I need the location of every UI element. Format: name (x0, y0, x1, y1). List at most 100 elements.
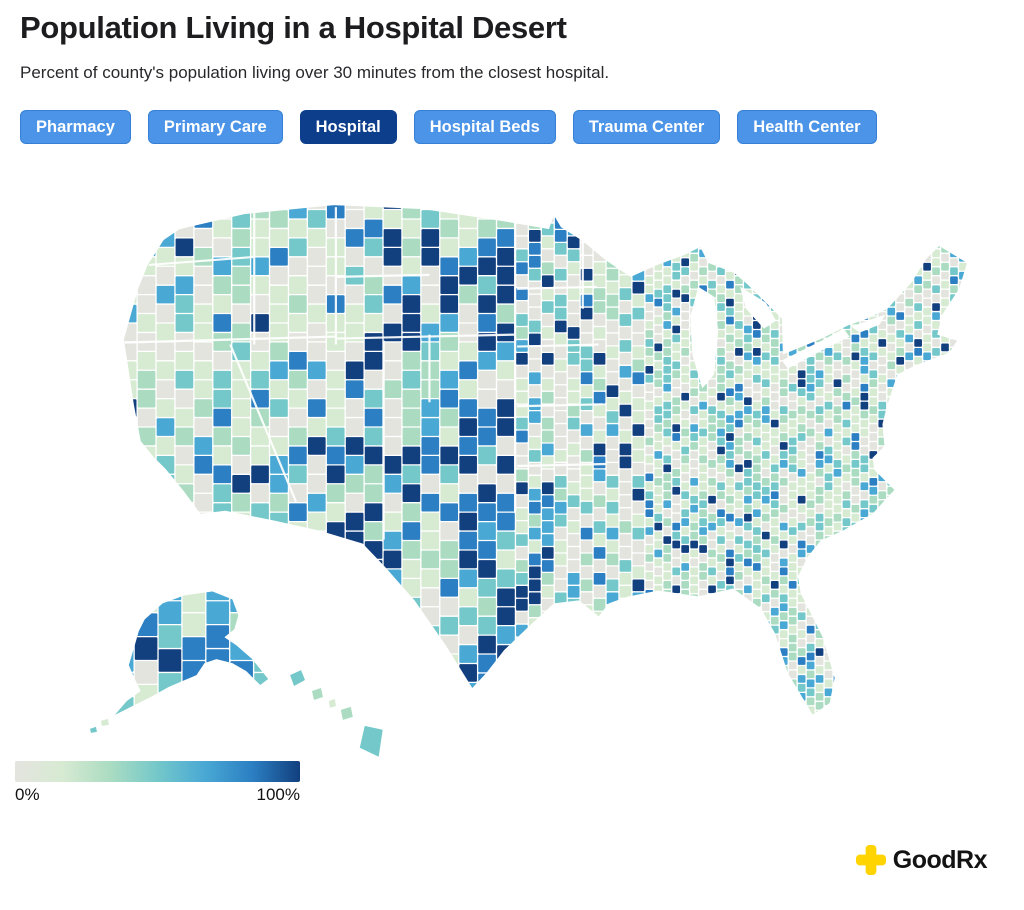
county-cell[interactable] (770, 580, 779, 589)
county-cell[interactable] (175, 314, 194, 332)
county-cell[interactable] (402, 560, 421, 578)
county-cell[interactable] (663, 222, 672, 231)
county-cell[interactable] (137, 389, 156, 408)
county-cell[interactable] (645, 401, 654, 410)
county-cell[interactable] (941, 468, 949, 477)
county-cell[interactable] (459, 550, 477, 569)
county-cell[interactable] (690, 522, 698, 531)
county-cell[interactable] (761, 451, 770, 459)
county-cell[interactable] (869, 630, 878, 638)
county-cell[interactable] (797, 370, 806, 379)
county-cell[interactable] (137, 427, 156, 446)
county-cell[interactable] (878, 455, 887, 464)
county-cell[interactable] (761, 271, 770, 280)
county-cell[interactable] (708, 710, 716, 719)
county-cell[interactable] (654, 710, 663, 719)
county-cell[interactable] (735, 410, 743, 419)
county-cell[interactable] (797, 585, 806, 594)
county-cell[interactable] (815, 325, 824, 334)
county-cell[interactable] (770, 661, 779, 670)
county-cell[interactable] (941, 594, 949, 603)
county-cell[interactable] (681, 536, 690, 544)
county-cell[interactable] (950, 527, 958, 535)
county-cell[interactable] (119, 229, 137, 247)
county-cell[interactable] (632, 475, 645, 488)
county-cell[interactable] (654, 648, 663, 656)
county-cell[interactable] (89, 726, 97, 733)
county-cell[interactable] (194, 380, 213, 399)
county-cell[interactable] (529, 722, 541, 734)
county-cell[interactable] (308, 342, 326, 361)
county-cell[interactable] (842, 679, 851, 688)
county-cell[interactable] (878, 473, 887, 482)
county-cell[interactable] (251, 352, 269, 370)
county-cell[interactable] (717, 580, 725, 589)
county-cell[interactable] (860, 652, 869, 661)
county-cell[interactable] (797, 630, 806, 638)
county-cell[interactable] (932, 563, 940, 571)
county-cell[interactable] (516, 288, 528, 300)
county-cell[interactable] (345, 550, 364, 569)
county-cell[interactable] (421, 664, 440, 682)
county-cell[interactable] (959, 253, 967, 262)
county-cell[interactable] (851, 218, 860, 226)
county-cell[interactable] (932, 670, 940, 679)
county-cell[interactable] (770, 401, 779, 410)
county-cell[interactable] (251, 579, 269, 597)
county-cell[interactable] (878, 330, 887, 338)
county-cell[interactable] (851, 200, 860, 208)
county-cell[interactable] (580, 501, 593, 514)
county-cell[interactable] (923, 576, 931, 585)
county-cell[interactable] (672, 325, 681, 334)
county-cell[interactable] (869, 253, 878, 262)
county-cell[interactable] (860, 205, 869, 213)
county-cell[interactable] (788, 383, 797, 392)
county-cell[interactable] (950, 643, 958, 652)
county-cell[interactable] (735, 401, 743, 410)
county-cell[interactable] (554, 385, 567, 398)
county-cell[interactable] (270, 701, 288, 720)
county-cell[interactable] (753, 688, 761, 697)
county-cell[interactable] (158, 696, 182, 720)
county-cell[interactable] (593, 573, 606, 585)
county-cell[interactable] (699, 437, 707, 446)
county-cell[interactable] (645, 572, 654, 580)
county-cell[interactable] (950, 518, 958, 526)
county-cell[interactable] (645, 321, 654, 329)
county-cell[interactable] (770, 410, 779, 419)
county-cell[interactable] (735, 661, 743, 670)
county-cell[interactable] (788, 276, 797, 285)
county-cell[interactable] (842, 634, 851, 643)
county-cell[interactable] (914, 643, 922, 652)
county-cell[interactable] (672, 334, 681, 343)
county-cell[interactable] (580, 424, 593, 436)
county-cell[interactable] (914, 348, 922, 356)
county-cell[interactable] (797, 612, 806, 621)
county-cell[interactable] (158, 578, 182, 601)
county-cell[interactable] (842, 428, 851, 437)
county-cell[interactable] (119, 550, 137, 569)
county-cell[interactable] (580, 683, 593, 695)
county-cell[interactable] (941, 701, 949, 710)
county-cell[interactable] (717, 437, 725, 446)
county-cell[interactable] (770, 428, 779, 437)
county-cell[interactable] (896, 509, 905, 517)
county-cell[interactable] (887, 316, 896, 325)
county-cell[interactable] (887, 576, 896, 585)
county-cell[interactable] (851, 666, 860, 674)
county-cell[interactable] (699, 419, 707, 428)
county-cell[interactable] (753, 231, 761, 240)
county-cell[interactable] (119, 304, 137, 323)
county-cell[interactable] (194, 474, 213, 493)
county-cell[interactable] (932, 330, 940, 338)
county-cell[interactable] (842, 670, 851, 679)
county-cell[interactable] (842, 473, 851, 482)
county-cell[interactable] (270, 418, 288, 436)
county-cell[interactable] (753, 706, 761, 715)
county-cell[interactable] (672, 603, 681, 612)
county-cell[interactable] (806, 643, 815, 652)
county-cell[interactable] (878, 598, 887, 607)
county-cell[interactable] (851, 316, 860, 325)
county-cell[interactable] (580, 695, 593, 708)
county-cell[interactable] (593, 198, 606, 210)
